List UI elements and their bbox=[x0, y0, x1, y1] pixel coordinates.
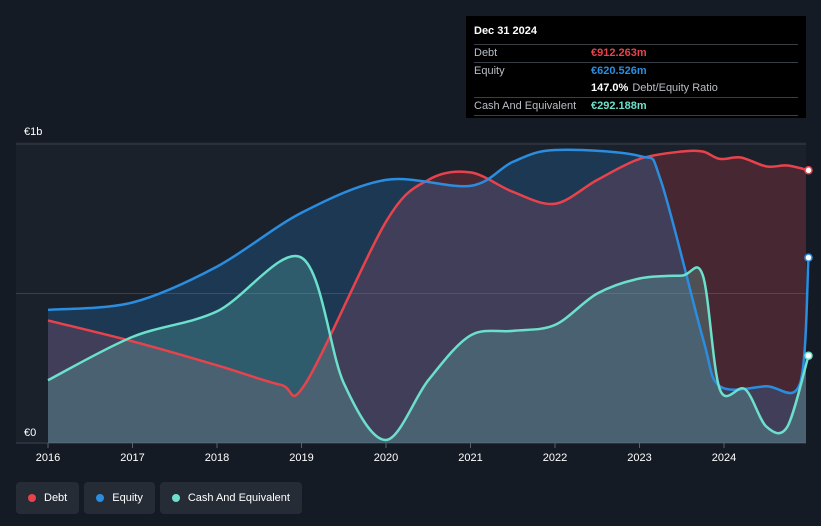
series-endpoints bbox=[804, 166, 813, 360]
tooltip-row-equity: Equity €620.526m bbox=[474, 63, 798, 80]
x-tick-label-2020: 2020 bbox=[374, 452, 398, 464]
legend-dot-cash bbox=[171, 494, 180, 502]
y-label-top: €1b bbox=[24, 126, 42, 138]
legend-dot-debt bbox=[28, 494, 36, 502]
tooltip-row-debt: Debt €912.263m bbox=[474, 45, 798, 63]
line-debt bbox=[47, 149, 809, 398]
tooltip-row-cash: Cash And Equivalent €292.188m bbox=[474, 98, 798, 116]
endpoint-cash bbox=[804, 351, 813, 360]
legend-label-equity: Equity bbox=[112, 492, 143, 504]
x-tick-label-2017: 2017 bbox=[120, 452, 144, 464]
series-lines bbox=[47, 148, 810, 442]
tooltip-debt-value: €912.263m bbox=[591, 47, 647, 59]
x-tick-label-2021: 2021 bbox=[458, 452, 482, 464]
x-tick-label-2019: 2019 bbox=[289, 452, 313, 464]
data-tooltip: Dec 31 2024 Debt €912.263m Equity €620.5… bbox=[466, 16, 806, 118]
area-equity bbox=[48, 149, 806, 443]
tooltip-equity-label: Equity bbox=[474, 65, 505, 77]
legend-label-debt: Debt bbox=[44, 492, 68, 504]
grid-lines bbox=[16, 143, 806, 444]
line-cash bbox=[47, 254, 810, 442]
legend-item-debt[interactable]: Debt bbox=[16, 482, 80, 514]
tooltip-date: Dec 31 2024 bbox=[474, 24, 798, 45]
legend-item-cash[interactable]: Cash And Equivalent bbox=[159, 482, 302, 514]
tooltip-ratio-label: Debt/Equity Ratio bbox=[632, 82, 718, 94]
x-tick-label-2016: 2016 bbox=[36, 452, 60, 464]
area-cash bbox=[48, 255, 806, 443]
chart-legend: Debt Equity Cash And Equivalent bbox=[16, 482, 302, 514]
line-equity bbox=[47, 148, 810, 395]
x-tick-label-2023: 2023 bbox=[627, 452, 651, 464]
tooltip-debt-label: Debt bbox=[474, 47, 498, 59]
tooltip-row-ratio: 147.0% Debt/Equity Ratio bbox=[474, 80, 798, 98]
x-axis-ticks: 2016 2017 2018 2019 2020 2021 2022 2023 2024 bbox=[36, 443, 736, 464]
legend-dot-equity bbox=[96, 494, 105, 502]
y-label-bottom: €0 bbox=[24, 427, 36, 439]
tooltip-equity-value: €620.526m bbox=[591, 65, 647, 77]
tooltip-cash-value: €292.188m bbox=[591, 100, 647, 112]
x-tick-label-2018: 2018 bbox=[205, 452, 229, 464]
endpoint-equity bbox=[804, 253, 813, 262]
endpoint-debt bbox=[804, 166, 813, 175]
tooltip-cash-label: Cash And Equivalent bbox=[474, 100, 577, 112]
tooltip-ratio-value: 147.0% bbox=[591, 82, 629, 94]
area-debt bbox=[48, 150, 806, 443]
tooltip-ratio-spacer bbox=[474, 80, 591, 97]
x-tick-label-2022: 2022 bbox=[543, 452, 567, 464]
x-tick-label-2024: 2024 bbox=[712, 452, 736, 464]
series-areas bbox=[48, 149, 806, 443]
legend-item-equity[interactable]: Equity bbox=[84, 482, 155, 514]
legend-label-cash: Cash And Equivalent bbox=[187, 492, 290, 504]
